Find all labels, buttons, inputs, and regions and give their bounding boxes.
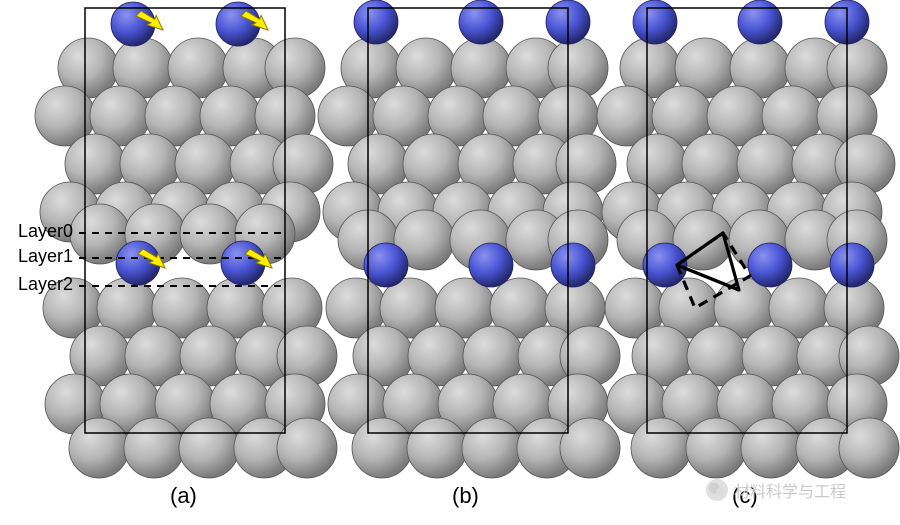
watermark-text: 材料科学与工程 [734, 478, 846, 502]
watermark: 材料科学与工程 [706, 478, 846, 502]
layer1-label: Layer1 [3, 246, 73, 267]
layer2-label: Layer2 [3, 274, 73, 295]
panel-c [597, 0, 899, 478]
panel-a-label: (a) [170, 483, 197, 509]
panel-b [318, 0, 620, 478]
panel-a [35, 2, 337, 478]
figure-svg [0, 0, 900, 525]
wechat-icon [706, 479, 728, 501]
layer0-label: Layer0 [3, 221, 73, 242]
panel-b-label: (b) [452, 483, 479, 509]
